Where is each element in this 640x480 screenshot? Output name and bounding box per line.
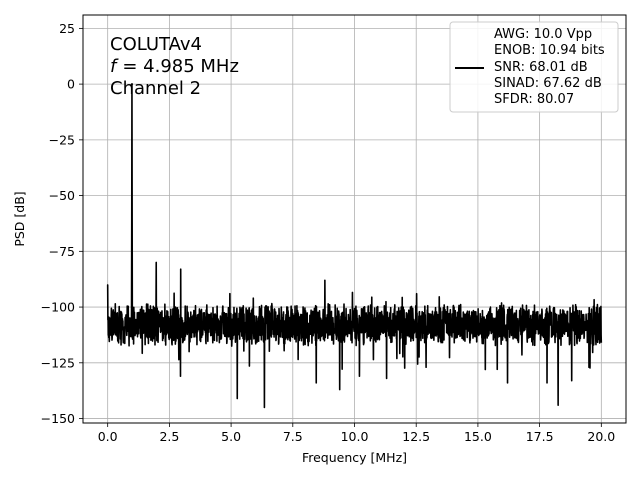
spur-point [236, 397, 238, 400]
axis-ticks: 0.0 2.5 5.0 7.5 10.0 12.5 15.0 17.5 20.0 25 0 −25 −5… [41, 21, 616, 444]
y-tick-label: 0 [67, 77, 75, 92]
spur-point [179, 375, 182, 377]
fundamental-peak [130, 83, 133, 86]
spur-point [263, 406, 266, 408]
spur-point [324, 279, 326, 281]
spur-point [315, 382, 317, 384]
legend-box [449, 21, 619, 113]
annotation-title: COLUTAv4 [110, 34, 202, 55]
y-axis-label: PSD [dB] [12, 191, 27, 246]
spur-point [588, 366, 590, 368]
spur-point [155, 261, 157, 264]
x-tick-label: 5.0 [221, 429, 241, 444]
y-tick-label: −25 [49, 132, 75, 147]
y-tick-label: −75 [49, 244, 75, 259]
x-tick-label: 17.5 [526, 429, 554, 444]
spur-point [425, 366, 427, 368]
spur-point [484, 368, 486, 371]
x-tick-label: 7.5 [283, 429, 303, 444]
legend-entry-awg: AWG: 10.0 Vpp [494, 27, 592, 42]
x-tick-label: 12.5 [402, 429, 430, 444]
legend-entry-sinad: SINAD: 67.62 dB [494, 76, 602, 91]
y-tick-label: −125 [41, 355, 75, 370]
spur-point [165, 344, 167, 346]
y-tick-label: −150 [41, 411, 75, 426]
y-tick-label: −50 [49, 188, 75, 203]
spur-point [546, 382, 548, 384]
spur-point [180, 268, 182, 270]
spur-point [557, 404, 559, 406]
x-tick-label: 10.0 [341, 429, 369, 444]
spur-point [506, 382, 509, 384]
legend-entry-enob: ENOB: 10.94 bits [494, 43, 605, 58]
psd-traces [106, 83, 603, 409]
spur-point [229, 293, 231, 295]
spur-point [107, 284, 109, 286]
annotation-frequency-value: = 4.985 MHz [122, 56, 239, 77]
spur-point [571, 380, 573, 382]
x-tick-label: 15.0 [464, 429, 492, 444]
y-tick-label: 25 [59, 21, 75, 36]
x-tick-label: 0.0 [98, 429, 118, 444]
psd-trace [106, 83, 603, 409]
legend: AWG: 10.0 Vpp ENOB: 10.94 bits SNR: 68.0… [449, 21, 619, 113]
legend-entry-snr: SNR: 68.01 dB [494, 60, 588, 75]
legend-entry-sfdr: SFDR: 80.07 [494, 92, 574, 107]
annotation-frequency: f = 4.985 MHz [110, 56, 239, 77]
x-tick-label: 2.5 [159, 429, 179, 444]
y-tick-label: −100 [41, 300, 75, 315]
x-axis-label: Frequency [MHz] [302, 450, 407, 465]
x-tick-label: 20.0 [587, 429, 615, 444]
spur-point [252, 297, 254, 299]
annotation-frequency-symbol: f [110, 56, 119, 77]
annotation-channel: Channel 2 [110, 78, 201, 99]
spur-point [385, 377, 388, 380]
spur-point [339, 388, 341, 391]
spur-point [358, 375, 361, 377]
